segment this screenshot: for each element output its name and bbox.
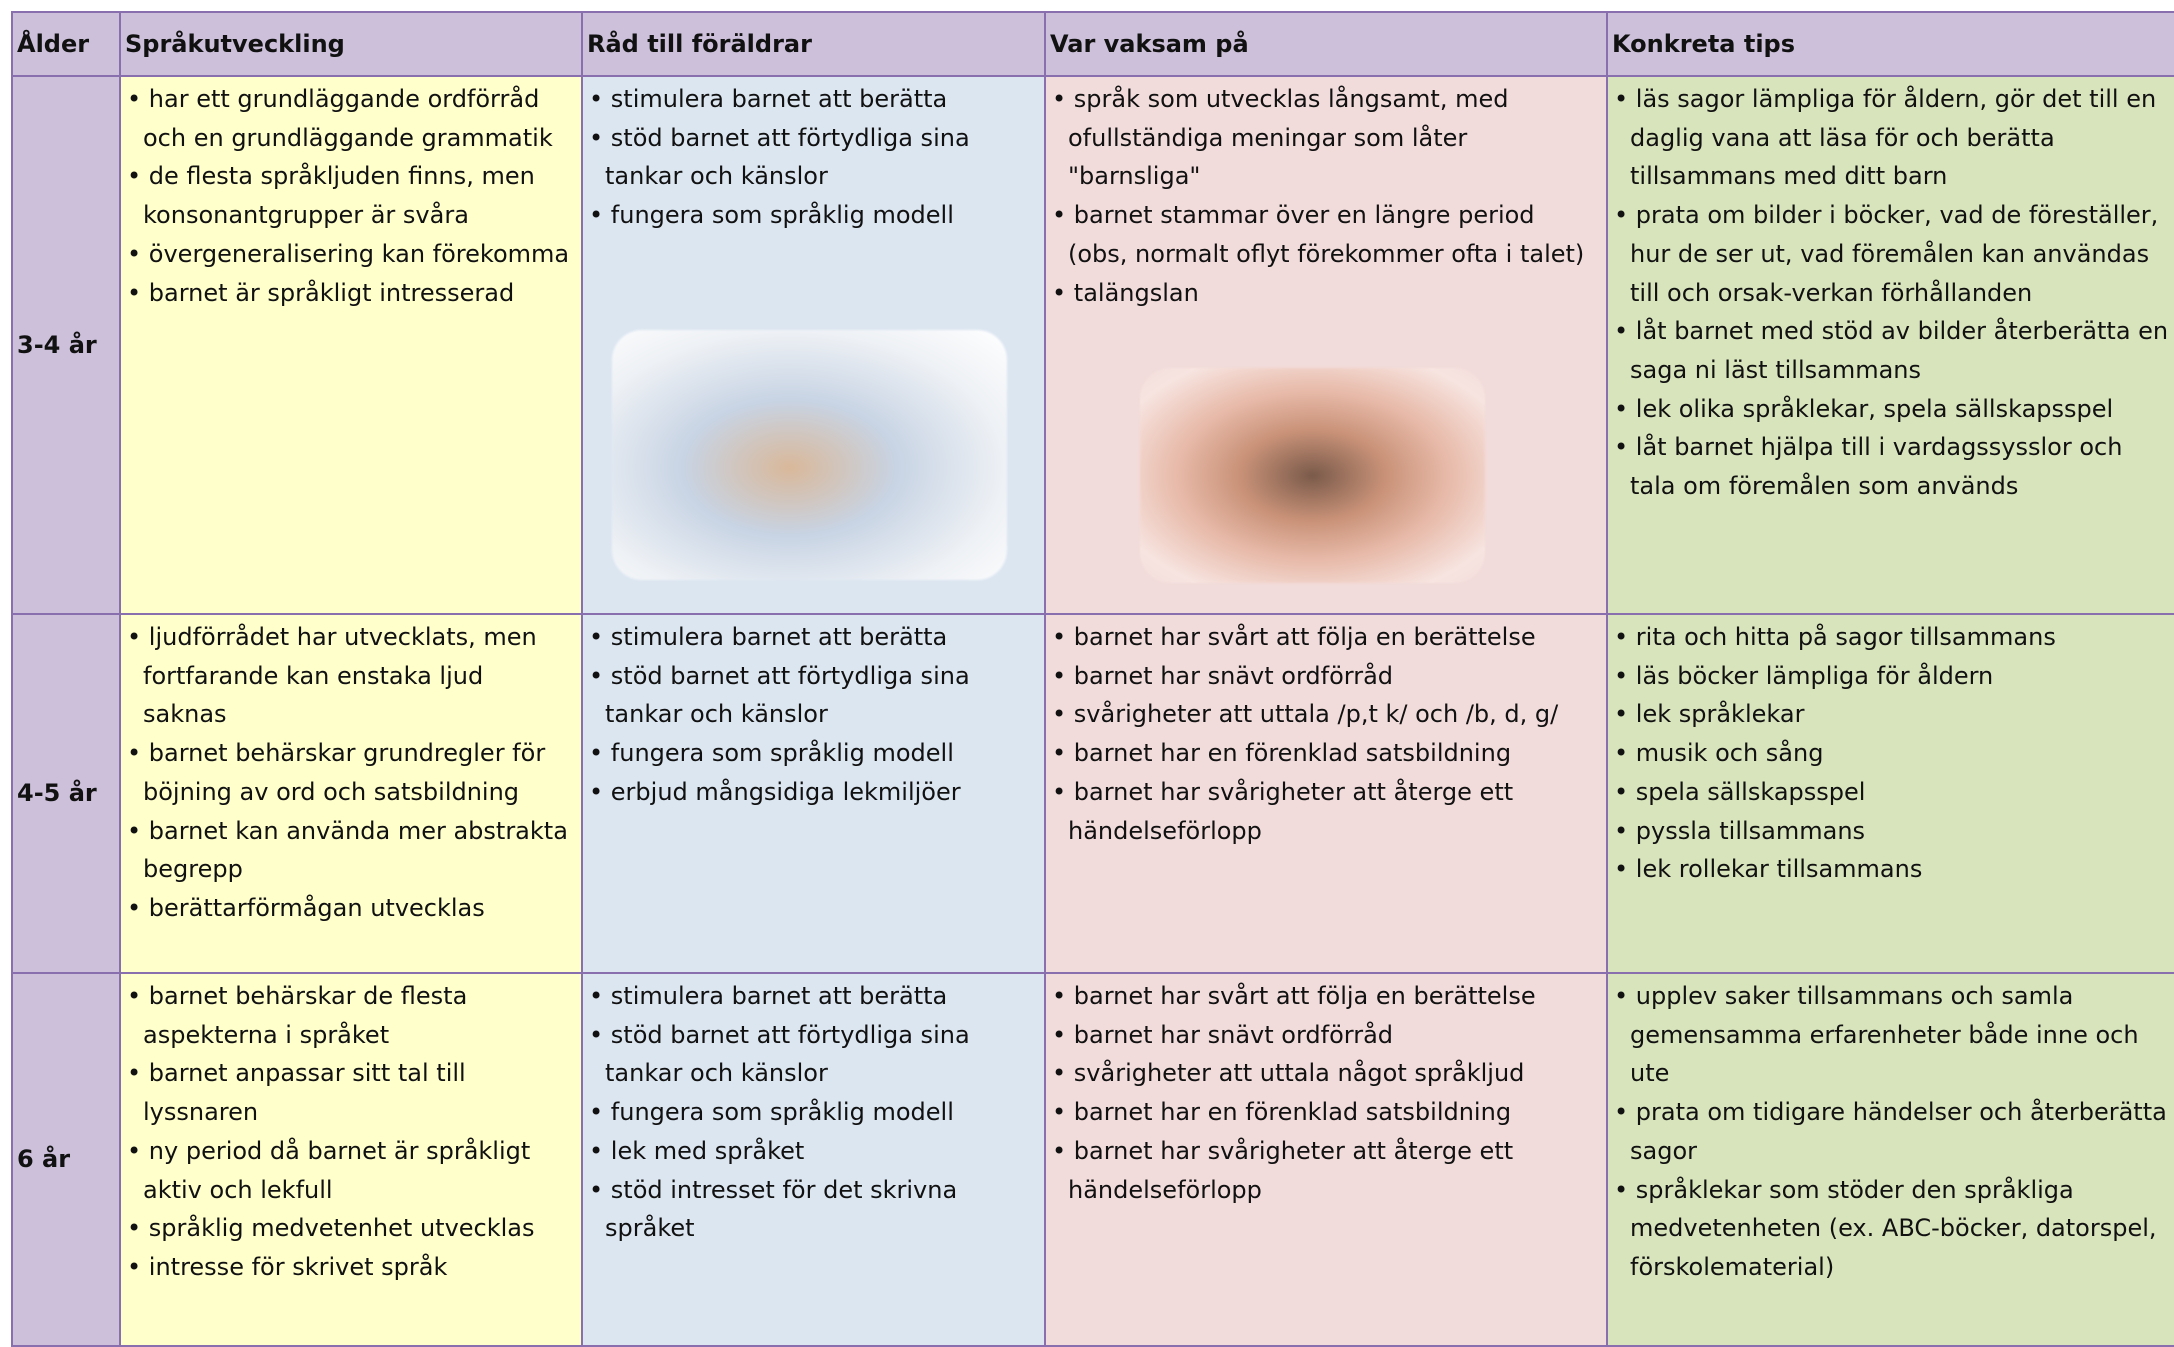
bullet-item: • läs böcker lämpliga för åldern: [1614, 661, 1994, 690]
bullet-item: • ny period då barnet är språkligt aktiv…: [127, 1136, 531, 1204]
bullet-item: • läs sagor lämpliga för åldern, gör det…: [1614, 85, 2157, 191]
bullet-item: • stöd barnet att förtydliga sina tankar…: [589, 661, 970, 729]
bullet-item: • prata om bilder i böcker, vad de föres…: [1614, 201, 2159, 307]
bullet-item: • fungera som språklig modell: [589, 1098, 954, 1127]
content-cell: • har ett grundläggande ordförråd och en…: [119, 75, 583, 615]
bullet-item: • låt barnet med stöd av bilder återberä…: [1614, 317, 2169, 384]
bullet-item: • svårigheter att uttala något språkljud: [1052, 1059, 1525, 1088]
bullet-item: • lek olika språklekar, spela sällskapss…: [1614, 394, 2114, 423]
bullet-item: • barnet kan använda mer abstrakta begre…: [127, 816, 568, 884]
bullet-item: • övergeneralisering kan förekomma: [127, 239, 570, 268]
photo: [1140, 368, 1485, 583]
bullet-item: • berättarförmågan utvecklas: [127, 893, 485, 922]
bullet-item: • ljudförrådet har utvecklats, men fortf…: [127, 623, 537, 729]
content-cell: • ljudförrådet har utvecklats, men fortf…: [119, 613, 583, 974]
age-cell: 6 år: [11, 972, 121, 1347]
bullet-item: • barnet anpassar sitt tal till lyssnare…: [127, 1059, 466, 1127]
content-cell: • rita och hitta på sagor tillsammans • l…: [1606, 613, 2174, 974]
bullet-item: • fungera som språklig modell: [589, 739, 954, 768]
bullet-item: • barnet har svårigheter att återge ett …: [1052, 1136, 1514, 1204]
content-cell: • stimulera barnet att berätta • stöd bar…: [581, 972, 1046, 1347]
header-cell: Råd till föräldrar: [581, 11, 1046, 77]
age-cell: 4-5 år: [11, 613, 121, 974]
bullet-item: • låt barnet hjälpa till i vardagssysslo…: [1614, 433, 2123, 501]
bullet-item: • språk som utvecklas långsamt, med oful…: [1052, 85, 1509, 191]
bullet-item: • rita och hitta på sagor tillsammans: [1614, 623, 2056, 651]
bullet-item: • barnet har svårt att följa en berättel…: [1052, 623, 1536, 651]
bullet-item: • spela sällskapsspel: [1614, 777, 1866, 806]
bullet-item: • stöd intresset för det skrivna språket: [589, 1175, 958, 1243]
bullet-item: • pyssla tillsammans: [1614, 816, 1866, 845]
bullet-item: • barnet stammar över en längre period (…: [1052, 201, 1585, 268]
bullet-item: • har ett grundläggande ordförråd och en…: [127, 85, 553, 152]
photo: [612, 330, 1007, 580]
bullet-item: • lek språklekar: [1614, 700, 1805, 729]
content-cell: • barnet har svårt att följa en berättel…: [1044, 972, 1608, 1347]
bullet-item: • språklig medvetenhet utvecklas: [127, 1214, 535, 1243]
bullet-item: • stimulera barnet att berätta: [589, 85, 948, 113]
bullet-item: • svårigheter att uttala /p,t k/ och /b,…: [1052, 700, 1559, 729]
bullet-item: • barnet behärskar grundregler för böjni…: [127, 739, 546, 806]
bullet-item: • erbjud mångsidiga lekmiljöer: [589, 777, 961, 806]
bullet-item: • barnet har snävt ordförråd: [1052, 1020, 1394, 1049]
bullet-item: • stöd barnet att förtydliga sina tankar…: [589, 123, 970, 191]
bullet-item: • lek rollekar tillsammans: [1614, 855, 1923, 884]
bullet-item: • barnet behärskar de flesta aspekterna …: [127, 982, 468, 1049]
bullet-item: • prata om tidigare händelser och återbe…: [1614, 1098, 2167, 1165]
bullet-item: • barnet har en förenklad satsbildning: [1052, 1098, 1512, 1127]
bullet-item: • intresse för skrivet språk: [127, 1252, 448, 1281]
bullet-item: • barnet är språkligt intresserad: [127, 278, 515, 307]
bullet-item: • barnet har svårigheter att återge ett …: [1052, 777, 1514, 845]
bullet-item: • barnet har en förenklad satsbildning: [1052, 739, 1512, 768]
content-cell: • barnet behärskar de flesta aspekterna …: [119, 972, 583, 1347]
age-cell: 3-4 år: [11, 75, 121, 615]
bullet-item: • barnet har svårt att följa en berättel…: [1052, 982, 1536, 1010]
bullet-item: • upplev saker tillsammans och samla gem…: [1614, 982, 2139, 1088]
header-cell: Ålder: [11, 11, 121, 77]
bullet-item: • de flesta språkljuden finns, men konso…: [127, 162, 535, 230]
bullet-item: • barnet har snävt ordförråd: [1052, 661, 1394, 690]
header-cell: Var vaksam på: [1044, 11, 1608, 77]
bullet-item: • lek med språket: [589, 1136, 805, 1165]
bullet-item: • talängslan: [1052, 278, 1199, 307]
content-cell: • upplev saker tillsammans och samla gem…: [1606, 972, 2174, 1347]
content-cell: • läs sagor lämpliga för åldern, gör det…: [1606, 75, 2174, 615]
bullet-item: • stöd barnet att förtydliga sina tankar…: [589, 1020, 970, 1088]
bullet-item: • stimulera barnet att berätta: [589, 982, 948, 1010]
header-cell: Konkreta tips: [1606, 11, 2174, 77]
bullet-item: • språklekar som stöder den språkliga me…: [1614, 1175, 2157, 1281]
bullet-item: • fungera som språklig modell: [589, 201, 954, 230]
content-cell: • barnet har svårt att följa en berättel…: [1044, 613, 1608, 974]
content-cell: • stimulera barnet att berätta • stöd bar…: [581, 613, 1046, 974]
bullet-item: • musik och sång: [1614, 739, 1824, 768]
bullet-item: • stimulera barnet att berätta: [589, 623, 948, 651]
header-cell: Språkutveckling: [119, 11, 583, 77]
